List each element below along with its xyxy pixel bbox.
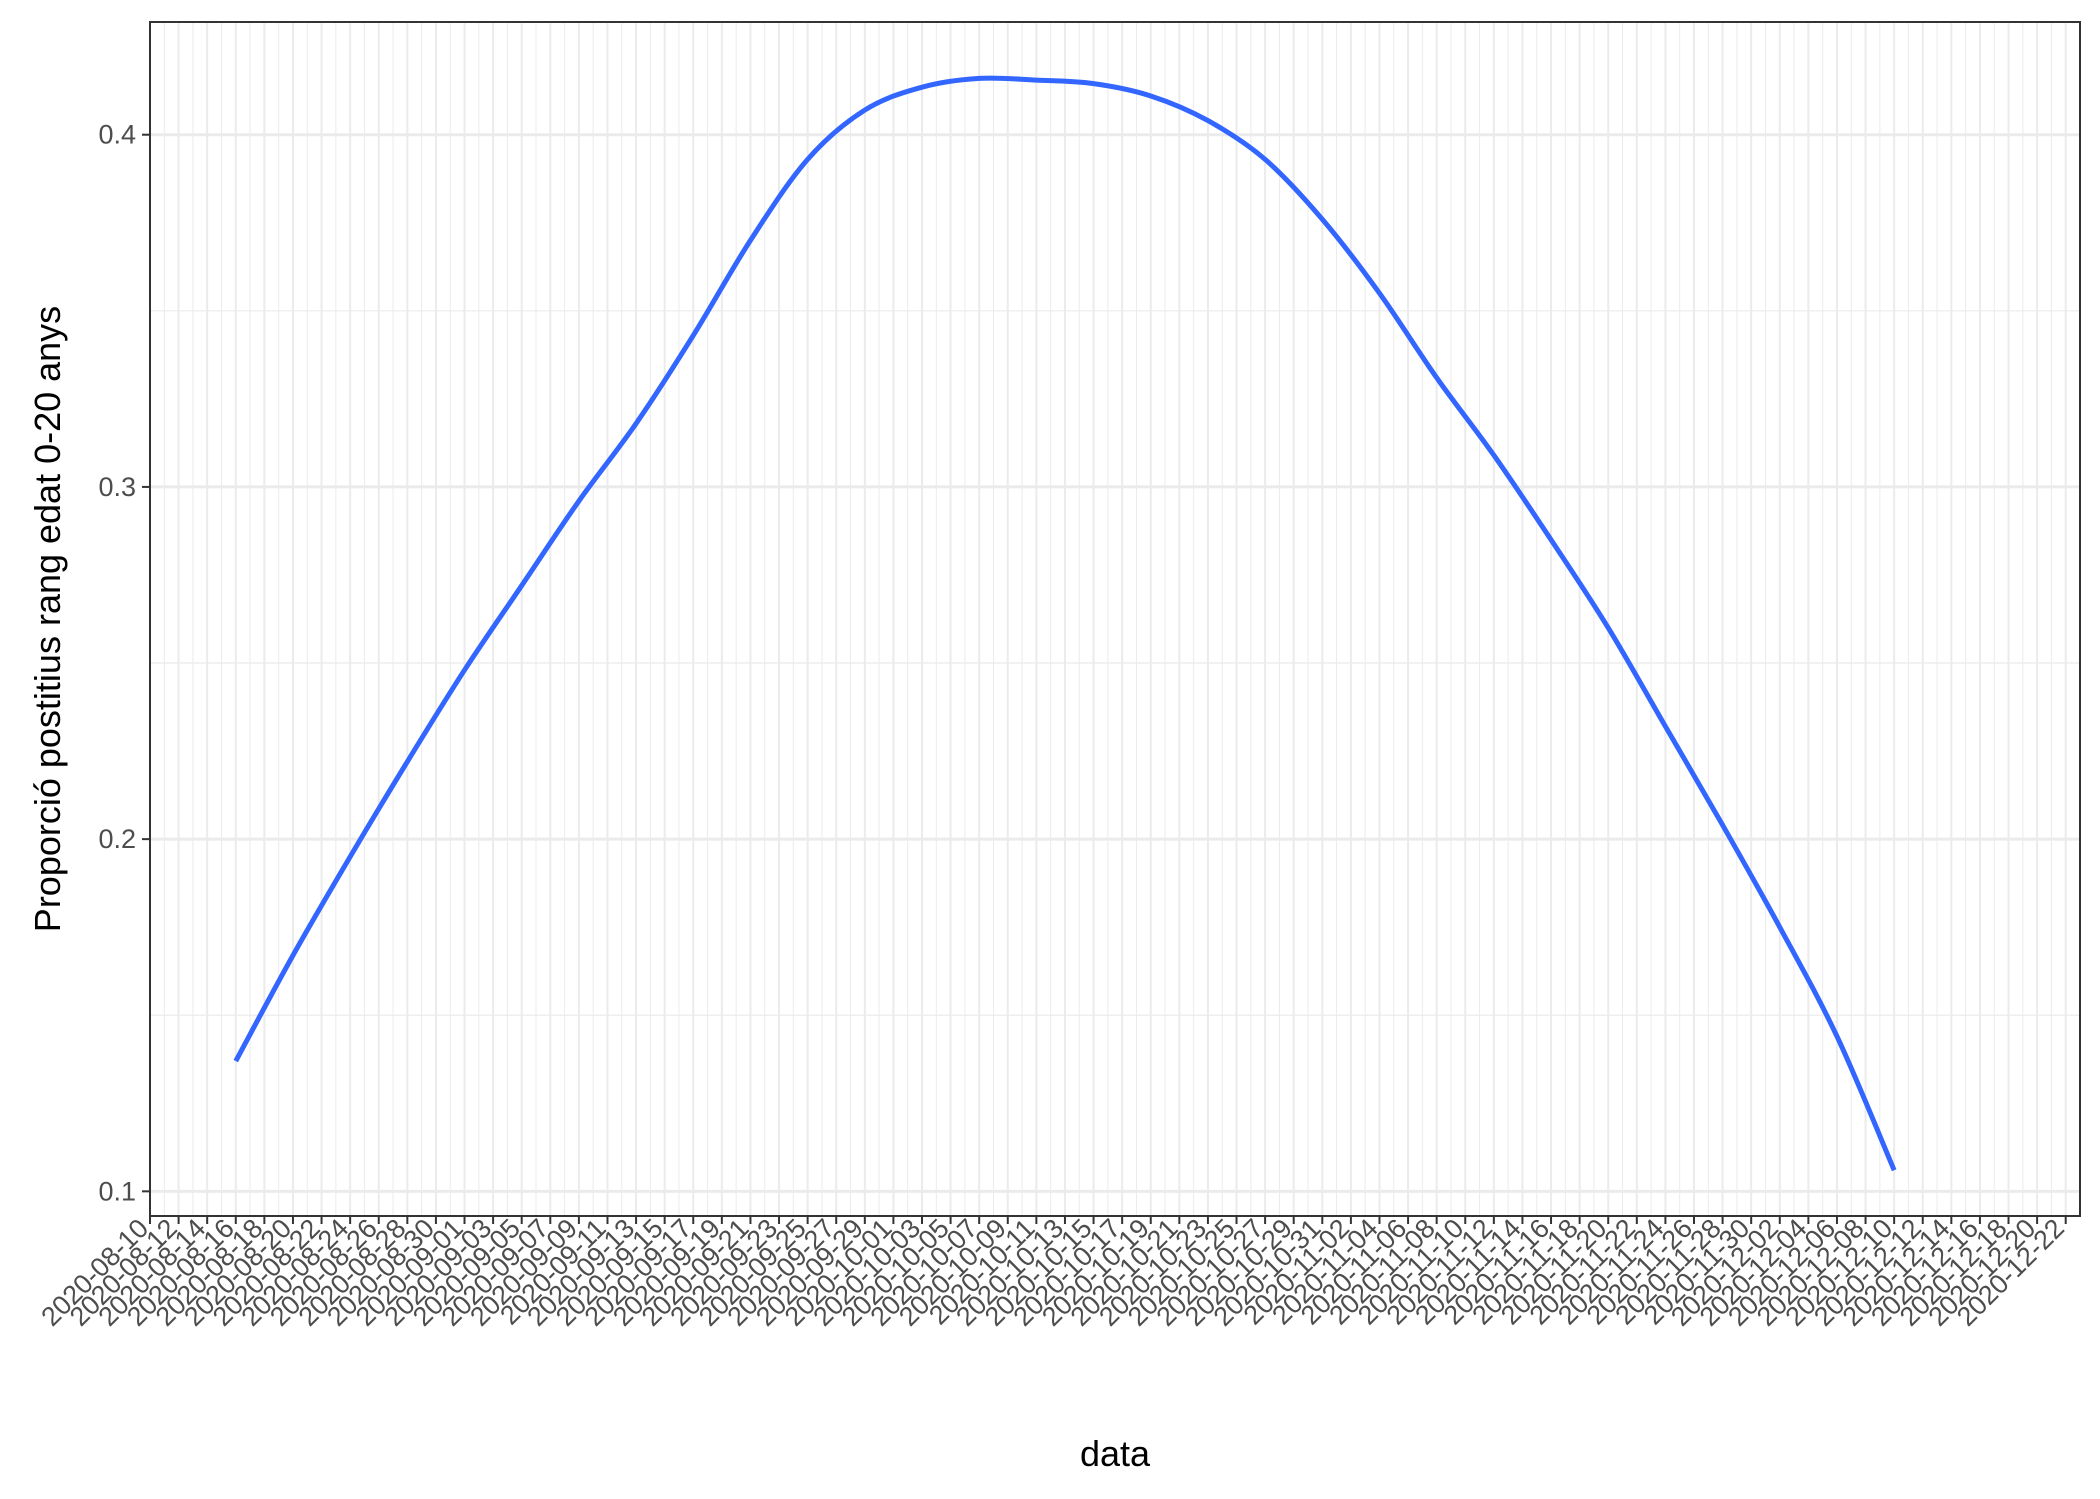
series-layer — [233, 75, 1897, 1172]
plot-panel — [150, 22, 2080, 1216]
major-y-gridlines — [150, 133, 2080, 1193]
y-tick-label: 0.2 — [98, 824, 136, 854]
y-tick-label: 0.4 — [98, 120, 136, 150]
plot-border — [149, 21, 2081, 1217]
y-tick-label: 0.1 — [98, 1176, 136, 1206]
series-line — [233, 75, 1897, 1172]
y-tick-label: 0.3 — [98, 472, 136, 502]
y-axis: 0.1 0.2 0.3 0.4 — [98, 120, 150, 1206]
x-axis: 2020-08-102020-08-122020-08-142020-08-16… — [35, 1213, 2070, 1332]
y-axis-title: Proporció postitius rang edat 0-20 anys — [27, 306, 68, 932]
x-axis-title: data — [1080, 1433, 1151, 1474]
